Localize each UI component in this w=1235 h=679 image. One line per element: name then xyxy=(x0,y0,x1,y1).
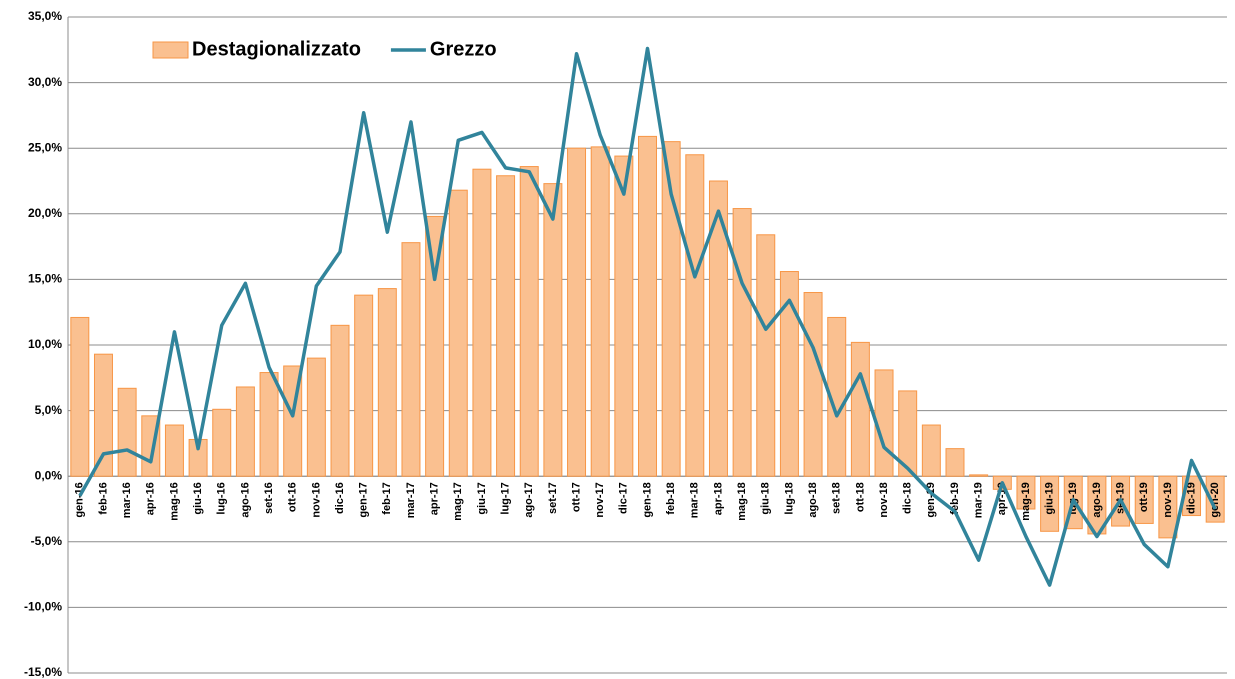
x-tick-label: apr-18 xyxy=(712,482,724,515)
bar xyxy=(590,146,610,477)
legend-label: Grezzo xyxy=(430,38,497,60)
x-tick-label: ott-17 xyxy=(570,482,582,512)
y-tick-label: 0,0% xyxy=(35,468,63,482)
bar xyxy=(685,154,705,477)
y-tick-label: 35,0% xyxy=(28,9,62,23)
y-tick-label: 5,0% xyxy=(35,403,63,417)
y-tick-label: -15,0% xyxy=(24,665,62,679)
x-tick-label: set-18 xyxy=(831,482,843,514)
bar xyxy=(519,166,539,477)
x-tick-label: mar-17 xyxy=(405,482,417,518)
x-tick-label: mag-17 xyxy=(452,482,464,521)
bar xyxy=(306,357,326,477)
x-tick-label: mag-19 xyxy=(1020,482,1032,521)
x-tick-label: nov-17 xyxy=(594,482,606,517)
x-tick-label: apr-16 xyxy=(145,482,157,515)
x-tick-label: gen-17 xyxy=(358,482,370,517)
bar xyxy=(945,448,965,477)
x-tick-label: mag-18 xyxy=(736,482,748,521)
bar xyxy=(1158,475,1178,539)
bar xyxy=(496,175,516,477)
x-tick-label: nov-16 xyxy=(310,482,322,517)
bar xyxy=(212,408,232,477)
bar xyxy=(708,180,728,477)
x-tick-label: feb-19 xyxy=(949,482,961,514)
x-tick-label: set-17 xyxy=(547,482,559,514)
x-tick-label: apr-17 xyxy=(429,482,441,515)
bar xyxy=(377,288,397,477)
bar xyxy=(732,208,752,477)
x-tick-label: ott-16 xyxy=(287,482,299,512)
bar xyxy=(567,147,587,477)
bar xyxy=(259,372,279,477)
y-tick-label: 30,0% xyxy=(28,75,62,89)
x-tick-label: ago-17 xyxy=(523,482,535,517)
x-tick-label: mag-16 xyxy=(168,482,180,521)
bar xyxy=(661,141,681,477)
bar xyxy=(354,294,374,477)
bar xyxy=(850,341,870,477)
x-tick-label: ott-19 xyxy=(1138,482,1150,512)
x-tick-label: gen-18 xyxy=(641,482,653,517)
bar xyxy=(401,242,421,477)
x-tick-label: mar-16 xyxy=(121,482,133,518)
bar xyxy=(117,387,137,477)
bar xyxy=(1016,475,1036,510)
x-tick-label: mar-18 xyxy=(689,482,701,518)
x-tick-label: dic-16 xyxy=(334,482,346,514)
bar xyxy=(756,234,776,477)
bar xyxy=(330,324,350,477)
bar xyxy=(638,135,657,477)
x-tick-label: lug-17 xyxy=(499,482,511,514)
bar xyxy=(969,474,989,477)
bar xyxy=(448,189,468,477)
x-tick-label: mar-19 xyxy=(973,482,985,518)
x-tick-label: giu-18 xyxy=(760,482,772,514)
bar xyxy=(779,271,799,477)
x-tick-label: giu-17 xyxy=(476,482,488,514)
bar xyxy=(921,424,941,477)
x-tick-label: giu-19 xyxy=(1044,482,1056,514)
bar xyxy=(70,316,90,477)
x-tick-label: dic-19 xyxy=(1185,482,1197,514)
x-tick-label: ago-18 xyxy=(807,482,819,517)
x-tick-label: gen-20 xyxy=(1209,482,1221,517)
y-tick-label: -5,0% xyxy=(31,534,63,548)
bar xyxy=(472,168,492,477)
legend-swatch xyxy=(152,41,189,59)
x-tick-label: feb-17 xyxy=(381,482,393,514)
legend-label: Destagionalizzato xyxy=(192,38,361,60)
x-tick-label: giu-16 xyxy=(192,482,204,514)
bar xyxy=(803,292,823,477)
x-tick-label: set-16 xyxy=(263,482,275,514)
x-tick-label: ago-16 xyxy=(239,482,251,517)
bar xyxy=(164,424,184,477)
y-tick-label: 20,0% xyxy=(28,206,62,220)
bar xyxy=(1040,475,1060,532)
x-tick-label: feb-18 xyxy=(665,482,677,514)
x-tick-label: ago-19 xyxy=(1091,482,1103,517)
bar xyxy=(1205,475,1225,523)
x-tick-label: lug-18 xyxy=(783,482,795,514)
bar xyxy=(1134,475,1154,524)
y-tick-label: -10,0% xyxy=(24,600,62,614)
bar xyxy=(93,353,113,477)
x-tick-label: dic-18 xyxy=(902,482,914,514)
x-tick-label: ott-18 xyxy=(854,482,866,512)
bar xyxy=(425,215,445,477)
x-tick-label: feb-16 xyxy=(97,482,109,514)
y-tick-label: 15,0% xyxy=(28,272,62,286)
bar xyxy=(898,390,918,477)
x-tick-label: dic-17 xyxy=(618,482,630,514)
bar xyxy=(235,386,255,477)
x-tick-label: nov-19 xyxy=(1162,482,1174,517)
bar xyxy=(614,155,634,477)
y-tick-label: 10,0% xyxy=(28,337,62,351)
y-tick-label: 25,0% xyxy=(28,140,62,154)
bar xyxy=(543,183,563,477)
x-tick-label: lug-16 xyxy=(216,482,228,514)
x-tick-label: nov-18 xyxy=(878,482,890,517)
line xyxy=(78,46,1217,587)
